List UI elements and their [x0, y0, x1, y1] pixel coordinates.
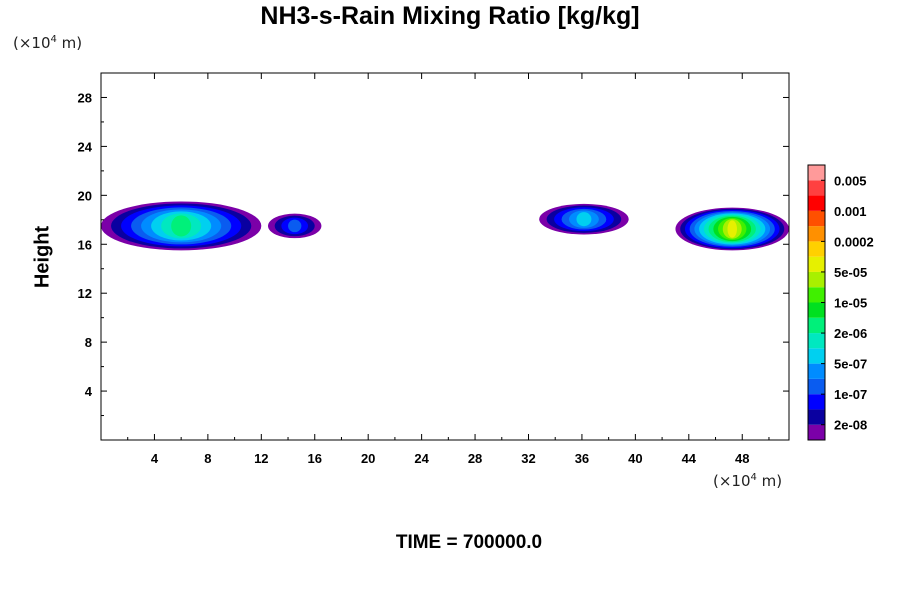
y-axis: 4 8 12 16 20 24 28: [78, 90, 789, 417]
colorbar-swatch: [808, 165, 825, 181]
colorbar-swatch: [808, 302, 825, 318]
x-tick-label: 48: [735, 451, 749, 466]
y-unit-prefix: (×10: [13, 34, 51, 52]
colorbar-swatch: [808, 287, 825, 303]
colorbar-swatch: [808, 394, 825, 410]
x-tick-label: 4: [151, 451, 159, 466]
x-unit-suffix: m): [756, 472, 783, 490]
colorbar: 2e-08 1e-07 5e-07 2e-06 1e-05 5e-05 0.0002 0.00…: [807, 164, 874, 441]
contour-level: [576, 212, 592, 227]
x-tick-label: 40: [628, 451, 642, 466]
y-tick-label: 24: [78, 139, 93, 154]
colorbar-swatch: [808, 317, 825, 334]
colorbar-swatch: [808, 256, 825, 272]
cloud-fields: [101, 201, 789, 251]
y-tick-label: 12: [78, 286, 92, 301]
colorbar-label: 0.0002: [834, 234, 874, 249]
x-unit-exponent: 4: [750, 472, 757, 483]
x-tick-label: 28: [468, 451, 482, 466]
colorbar-swatch: [808, 378, 825, 395]
colorbar-swatch: [808, 226, 825, 242]
y-unit-exponent: 4: [50, 34, 57, 45]
x-axis: 4 8 12 16 20 24 28 32 36 40 44 48: [127, 73, 770, 466]
x-tick-label: 12: [254, 451, 268, 466]
y-tick-label: 8: [85, 335, 92, 350]
colorbar-label: 5e-05: [834, 265, 867, 280]
x-unit-prefix: (×10: [713, 472, 751, 490]
colorbar-swatch: [808, 195, 825, 211]
y-unit-label: (×104 m): [13, 34, 82, 52]
x-tick-label: 20: [361, 451, 375, 466]
y-tick-label: 16: [78, 237, 92, 252]
colorbar-swatch: [808, 363, 825, 379]
colorbar-swatch: [808, 409, 825, 425]
colorbar-swatch: [808, 210, 825, 227]
cloud-region-4: [675, 207, 789, 251]
y-tick-label: 28: [78, 90, 92, 105]
colorbar-label: 1e-05: [834, 296, 867, 311]
colorbar-label: 0.005: [834, 173, 867, 188]
colorbar-swatch: [808, 180, 825, 196]
cloud-region-1: [101, 201, 262, 251]
contour-level: [288, 219, 302, 233]
cloud-region-3: [539, 203, 629, 235]
colorbar-swatch: [808, 348, 825, 364]
cloud-region-2: [267, 213, 322, 239]
colorbar-label: 2e-08: [834, 418, 867, 433]
chart-title: NH3-s-Rain Mixing Ratio [kg/kg]: [260, 2, 640, 30]
colorbar-label: 1e-07: [834, 387, 867, 402]
y-tick-label: 20: [78, 188, 92, 203]
x-tick-label: 8: [204, 451, 211, 466]
contour-level: [727, 220, 737, 238]
x-tick-label: 24: [414, 451, 429, 466]
colorbar-swatch: [808, 333, 825, 349]
plot-frame: [100, 72, 790, 441]
colorbar-label: 2e-06: [834, 326, 867, 341]
x-tick-label: 32: [521, 451, 535, 466]
x-tick-label: 16: [308, 451, 322, 466]
time-label: TIME = 700000.0: [395, 532, 543, 553]
colorbar-swatch: [808, 271, 825, 288]
x-unit-label: (×104 m): [713, 472, 782, 490]
x-tick-label: 44: [682, 451, 697, 466]
colorbar-swatch: [808, 424, 825, 440]
colorbar-label: 5e-07: [834, 357, 867, 372]
colorbar-label: 0.001: [834, 204, 867, 219]
y-tick-label: 4: [85, 384, 93, 399]
contour-level: [171, 215, 192, 237]
y-unit-suffix: m): [56, 34, 83, 52]
x-tick-label: 36: [575, 451, 589, 466]
colorbar-swatch: [808, 241, 825, 257]
